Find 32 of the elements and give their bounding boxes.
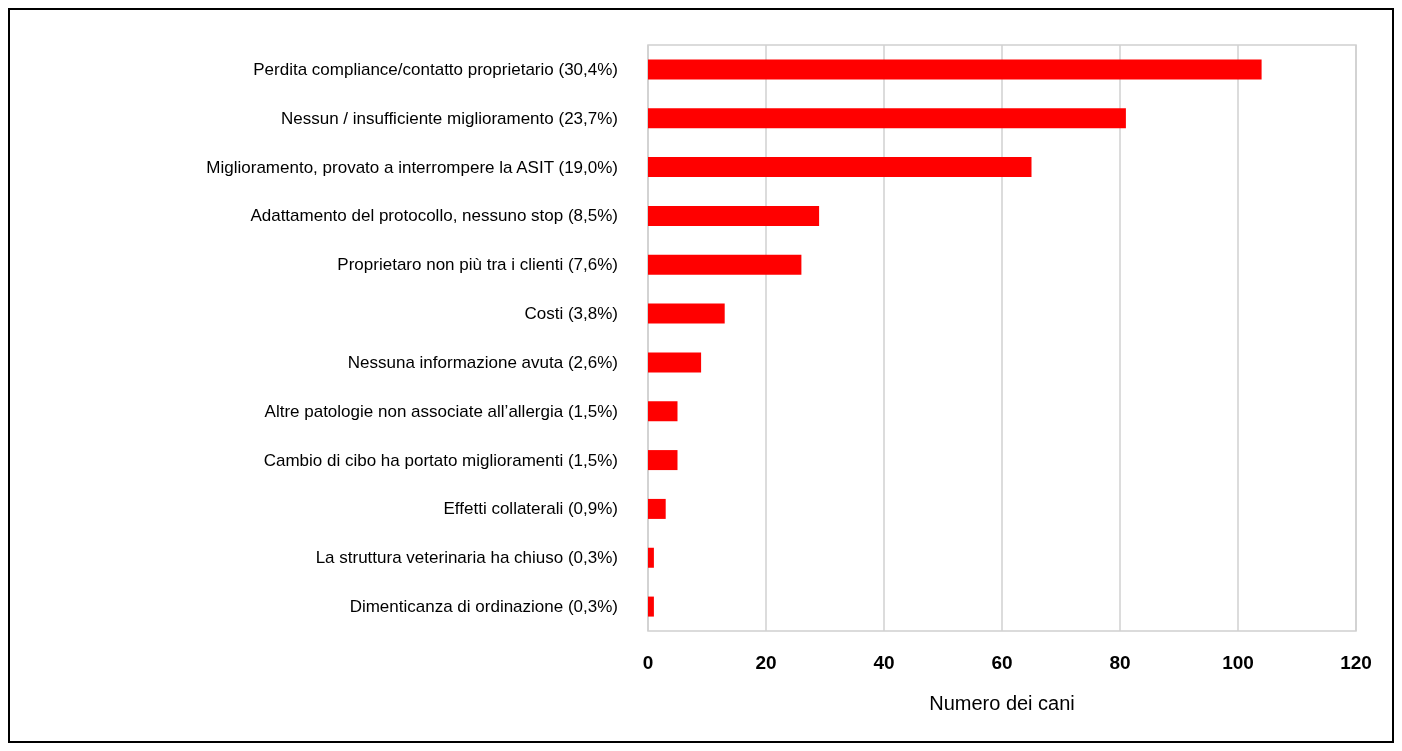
bar <box>648 401 678 422</box>
bar <box>648 254 802 275</box>
x-tick-label: 0 <box>642 652 654 673</box>
bar <box>648 498 666 519</box>
y-tick-label: Effetti collaterali (0,9%) <box>443 499 618 519</box>
x-tick-label: 40 <box>873 652 895 673</box>
x-tick-label: 20 <box>755 652 777 673</box>
x-tick-label: 60 <box>991 652 1013 673</box>
bar <box>648 450 678 471</box>
bar <box>648 547 654 568</box>
y-tick-label: Dimenticanza di ordinazione (0,3%) <box>349 597 618 617</box>
y-tick-label: Nessuna informazione avuta (2,6%) <box>347 352 618 372</box>
y-tick-label: Costi (3,8%) <box>524 304 618 324</box>
bar <box>648 59 1262 80</box>
x-tick-label: 80 <box>1109 652 1131 673</box>
y-tick-label: Proprietaro non più tra i clienti (7,6%) <box>337 255 618 275</box>
bar <box>648 108 1126 129</box>
y-tick-label: Cambio di cibo ha portato miglioramenti (1,5%) <box>263 450 618 470</box>
x-tick-label: 120 <box>1340 652 1372 673</box>
y-tick-label: Nessun / insufficiente miglioramento (23,7%) <box>280 108 618 128</box>
bar <box>648 352 702 373</box>
y-tick-label: Perdita compliance/contatto proprietario (30,4%) <box>253 59 618 79</box>
bar <box>648 157 1032 178</box>
x-tick-label: 100 <box>1222 652 1254 673</box>
y-tick-label: Adattamento del protocollo, nessuno stop (8,5%) <box>250 206 618 226</box>
y-tick-label: Miglioramento, provato a interrompere la ASIT (19,0%) <box>206 157 618 177</box>
x-axis-title: Numero dei cani <box>929 692 1075 714</box>
bar <box>648 303 725 324</box>
y-tick-label: Altre patologie non associate all’allergia (1,5%) <box>264 401 618 421</box>
bar <box>648 596 654 617</box>
bar <box>648 205 820 226</box>
y-tick-label: La struttura veterinaria ha chiuso (0,3%) <box>315 548 618 568</box>
